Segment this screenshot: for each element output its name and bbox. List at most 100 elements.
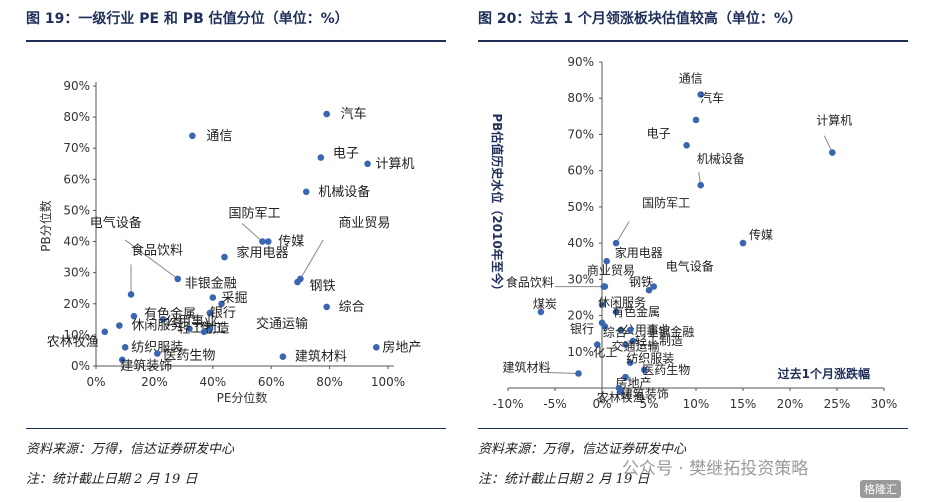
right-point-label: 农林牧渔 — [597, 391, 645, 405]
left-point — [189, 132, 196, 140]
right-point — [650, 283, 657, 290]
left-y-tick-label: 10% — [63, 328, 90, 342]
right-point — [645, 286, 653, 294]
left-x-tick-label: 100% — [371, 375, 405, 389]
left-point-label: 建筑装饰 — [120, 358, 172, 374]
right-leader-line — [540, 371, 579, 375]
right-point — [600, 283, 608, 290]
left-point — [186, 325, 193, 332]
left-note: 注：统计截止日期 2 月 19 日 — [26, 472, 198, 487]
right-point-label: 计算机 — [816, 113, 852, 128]
right-point-label: 交通运输 — [612, 339, 660, 354]
right-point-label: 食品饮料 — [506, 275, 554, 290]
left-point-label: 有色金属 — [144, 306, 196, 322]
left-point — [121, 344, 129, 351]
left-footer-rule — [26, 428, 446, 429]
left-leader-line — [124, 239, 179, 280]
right-point — [612, 308, 620, 316]
left-point-label: 综合 — [339, 300, 365, 315]
left-point-label: 机械设备 — [318, 184, 370, 200]
left-point-label: 银行 — [210, 306, 236, 321]
right-point-label: 电气设备 — [666, 259, 714, 274]
left-point-label: 电气设备 — [90, 215, 142, 231]
left-point-label: 采掘 — [222, 291, 248, 306]
left-y-tick-label: 0% — [71, 359, 90, 373]
right-point — [617, 388, 625, 395]
right-point — [629, 337, 637, 345]
left-point — [364, 160, 371, 168]
right-point — [641, 366, 648, 374]
left-point-label: 房地产 — [382, 339, 421, 355]
right-point-label: 公用事业 — [623, 323, 671, 337]
left-x-tick-label: 60% — [258, 375, 285, 389]
right-x-tick-label: 5% — [639, 397, 658, 411]
left-y-tick-label: 60% — [63, 172, 90, 186]
left-point — [127, 291, 135, 298]
right-point-label: 机械设备 — [697, 151, 745, 166]
left-y-axis-label: PB分位数 — [38, 200, 53, 251]
right-x-tick-label: 0% — [592, 397, 611, 411]
right-point — [594, 341, 601, 348]
left-y-tick-label: 70% — [63, 141, 90, 155]
right-point — [829, 149, 836, 156]
left-point-label: 农林牧渔 — [47, 335, 99, 350]
left-point — [259, 238, 266, 245]
left-y-tick-label: 30% — [63, 266, 90, 280]
left-point-label: 传媒 — [278, 235, 304, 250]
right-note: 注：统计截止日期 2 月 19 日 — [478, 472, 650, 487]
left-point — [218, 300, 225, 308]
left-point — [317, 154, 325, 161]
right-y-tick-label: 90% — [567, 55, 594, 69]
right-y-tick-label: 50% — [567, 200, 594, 214]
right-chart-title: 图 20：过去 1 个月领涨板块估值较高（单位：%） — [478, 11, 802, 27]
right-point-label: 钢铁 — [629, 275, 653, 289]
right-point-label: 通信 — [679, 72, 703, 86]
left-title-rule — [26, 40, 446, 42]
left-x-tick-label: 0% — [86, 375, 105, 389]
left-x-tick-label: 80% — [316, 375, 343, 389]
right-x-tick-label: 25% — [824, 397, 851, 411]
right-x-axis-label: 过去1个月涨跌幅 — [778, 366, 870, 381]
right-point-label: 汽车 — [700, 90, 724, 105]
right-x-tick-label: 20% — [777, 397, 804, 411]
left-point-label: 食品饮料 — [131, 242, 183, 258]
left-point — [206, 309, 214, 317]
left-point — [221, 253, 228, 261]
right-y-tick-label: 40% — [567, 236, 594, 250]
right-y-tick-label: 30% — [567, 272, 594, 286]
left-leader-line — [241, 223, 263, 242]
right-y-tick-label: 70% — [567, 127, 594, 141]
right-source: 资料来源：万得，信达证券研发中心 — [478, 442, 687, 457]
right-point-label: 建筑材料 — [503, 360, 551, 375]
right-point-label: 国防军工 — [642, 195, 690, 210]
right-point — [612, 239, 620, 247]
right-x-tick-label: 10% — [683, 397, 710, 411]
right-point-label: 医药生物 — [642, 363, 690, 377]
left-point-label: 交通运输 — [256, 316, 308, 332]
left-point — [174, 275, 182, 283]
right-point — [603, 257, 610, 265]
right-point — [739, 239, 747, 247]
right-y-tick-label: 10% — [567, 345, 594, 359]
right-point-label: 综合 — [603, 324, 627, 339]
left-point-label: 非银金融 — [185, 276, 237, 292]
right-leader-line — [615, 221, 630, 244]
right-y-tick-label: 80% — [567, 91, 594, 105]
right-point-label: 建筑装饰 — [621, 386, 669, 401]
left-point-label: 建筑材料 — [295, 349, 347, 365]
right-point-label: 化工 — [593, 346, 617, 360]
left-y-tick-label: 90% — [63, 79, 90, 93]
left-y-tick-label: 40% — [63, 235, 90, 249]
left-chart-title: 图 19：一级行业 PE 和 PB 估值分位（单位：%） — [26, 11, 349, 27]
left-point — [373, 344, 380, 351]
left-point — [154, 350, 161, 357]
right-point — [622, 341, 629, 348]
left-y-tick-label: 20% — [63, 297, 90, 311]
right-point-label: 电子 — [647, 126, 671, 140]
right-point-label: 休闲服务 — [598, 295, 646, 310]
right-point — [626, 326, 634, 334]
left-point-label: 医药生物 — [163, 349, 215, 364]
right-point — [617, 326, 625, 334]
logo-badge: 格隆汇 — [860, 480, 901, 498]
